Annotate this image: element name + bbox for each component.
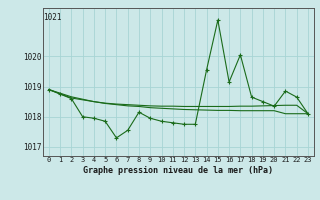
X-axis label: Graphe pression niveau de la mer (hPa): Graphe pression niveau de la mer (hPa) — [84, 166, 273, 175]
Text: 1021: 1021 — [43, 13, 62, 22]
